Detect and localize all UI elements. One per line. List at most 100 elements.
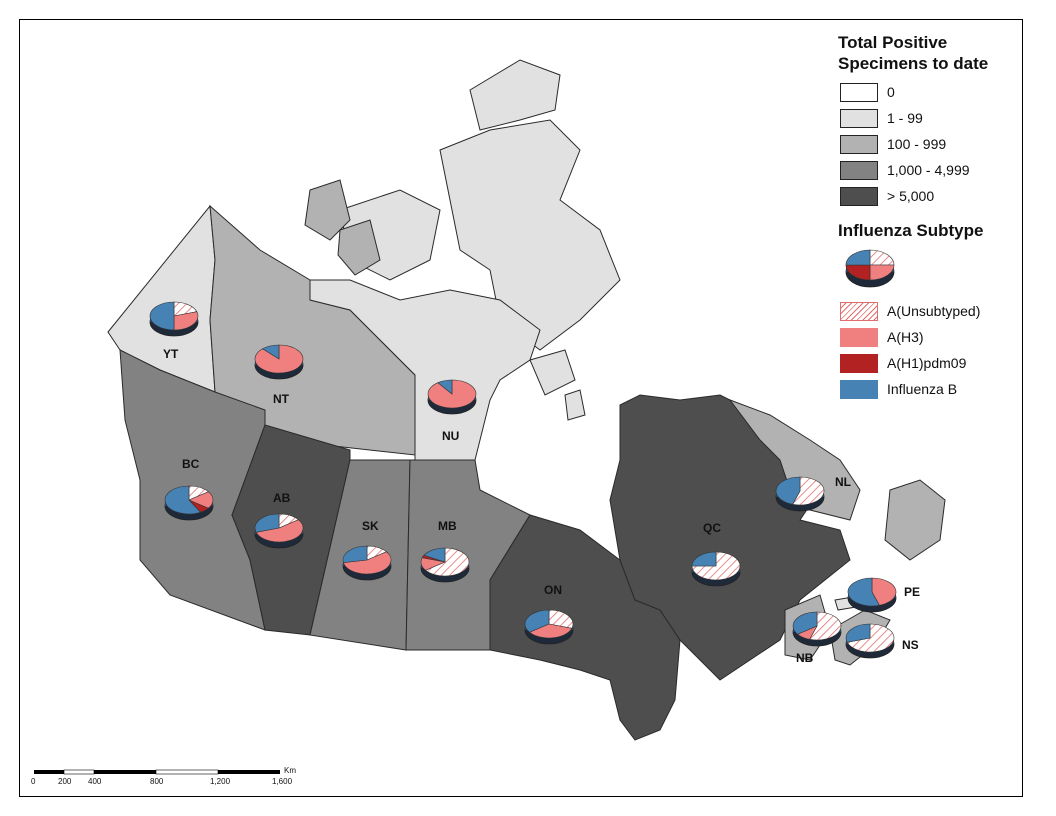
pie-mb-slice-influenza-b: [423, 547, 446, 563]
pie-pe-pie: [847, 577, 897, 613]
pie-yt-slice-influenza-b: [149, 301, 175, 331]
newfoundland-island: [884, 479, 946, 561]
pie-pe-slice-influenza-b: [847, 577, 880, 607]
pie-ab-slice-influenza-b: [254, 513, 280, 533]
legend-subtype-label: A(Unsubtyped): [887, 303, 981, 319]
pie-on-pie: [524, 609, 574, 645]
label-pe: PE: [904, 585, 920, 599]
legend-class-swatch: [840, 135, 878, 154]
scale-tick-400: 400: [88, 777, 102, 786]
legend-class-row: 1,000 - 4,999: [838, 158, 1018, 184]
label-on: ON: [544, 583, 562, 597]
pie-nl-slice-a-unsubtyped: [792, 476, 825, 506]
legend: Total Positive Specimens to date 0 1 - 99…: [838, 32, 1018, 403]
scale-tick-1600: 1,600: [272, 777, 293, 786]
legend-subtype-row: Influenza B: [838, 377, 1018, 403]
pie-bc-pie: [164, 485, 214, 521]
scale-seg: [34, 770, 64, 774]
legend-class-label: 0: [887, 84, 895, 100]
province-labels: YT NT NU BC AB SK MB ON QC NL NB NS PE: [163, 347, 920, 665]
subtype-pies: [149, 301, 897, 659]
legend-class-swatch: [840, 109, 878, 128]
pie-ab-slice-a-h3: [255, 519, 304, 543]
pie-nu-pie: [427, 379, 477, 415]
label-sk: SK: [362, 519, 379, 533]
pie-nu-slice-influenza-b: [437, 379, 453, 395]
scale-seg: [155, 769, 219, 775]
legend-positive-title-line2: Specimens to date: [838, 54, 989, 73]
pie-bc-slice-influenza-b: [164, 485, 202, 515]
pie-mb-pie: [420, 547, 470, 583]
pie-ns-slice-a-unsubtyped: [846, 623, 895, 653]
label-nb: NB: [796, 651, 814, 665]
southampton-island: [529, 349, 576, 396]
label-ns: NS: [902, 638, 919, 652]
legend-subtype-label: A(H3): [887, 329, 924, 345]
legend-subtype-row: A(H1)pdm09: [838, 351, 1018, 377]
pie-nt-pie: [254, 344, 304, 380]
legend-class-row: > 5,000: [838, 184, 1018, 210]
legend-class-row: 0: [838, 80, 1018, 106]
scale-tick-800: 800: [150, 777, 164, 786]
legend-subtype-label: Influenza B: [887, 381, 958, 397]
legend-subtype-list: A(Unsubtyped) A(H3) A(H1)pdm09 Influenza B: [838, 299, 1018, 403]
scale-seg: [94, 770, 156, 774]
legend-slice-a-unsubtyped: [869, 249, 895, 266]
pie-on-slice-a-unsubtyped: [548, 609, 574, 629]
scale-tick-200: 200: [58, 777, 72, 786]
pie-sk-slice-influenza-b: [342, 545, 368, 563]
pie-ab-pie: [254, 513, 304, 549]
pie-nl-slice-influenza-b: [775, 476, 801, 505]
scale-unit: Km: [284, 766, 296, 775]
pie-pe-slice-a-h3: [871, 577, 897, 606]
pie-nb-slice-influenza-b: [792, 611, 818, 635]
pie-ns-pie: [845, 623, 895, 659]
label-qc: QC: [703, 521, 721, 535]
pie-qc-slice-a-unsubtyped: [691, 551, 741, 581]
map-frame: YT NT NU BC AB SK MB ON QC NL NB NS PE 0…: [19, 19, 1023, 797]
legend-subtype-swatch: [840, 328, 878, 347]
baffin-island: [439, 119, 621, 351]
pie-nb-slice-a-unsubtyped: [809, 611, 842, 641]
legend-class-label: 100 - 999: [887, 136, 947, 152]
legend-class-label: 1,000 - 4,999: [887, 162, 970, 178]
arctic-islands: [304, 59, 621, 421]
ellesmere-island: [469, 59, 561, 131]
pie-sk-pie: [342, 545, 392, 581]
pie-sk-slice-a-h3: [343, 551, 392, 575]
legend-subtype-swatch: [840, 302, 878, 321]
pie-qc-slice-influenza-b: [691, 551, 717, 567]
legend-class-row: 1 - 99: [838, 106, 1018, 132]
pie-nb-pie: [792, 611, 842, 647]
legend-subtype-title: Influenza Subtype: [838, 221, 984, 240]
pie-mb-slice-a-unsubtyped: [425, 547, 470, 577]
legend-subtype-swatch: [840, 380, 878, 399]
legend-subtype-row: A(H3): [838, 325, 1018, 351]
label-nu: NU: [442, 429, 459, 443]
province-nl: [728, 398, 861, 521]
pie-yt-slice-a-h3: [173, 311, 199, 331]
legend-subtype-row: A(Unsubtyped): [838, 299, 1018, 325]
scale-bar: 0 200 400 800 1,200 1,600 Km: [31, 766, 296, 786]
legend-class-row: 100 - 999: [838, 132, 1018, 158]
pie-on-slice-a-h3: [529, 623, 573, 639]
pie-nt-slice-influenza-b: [261, 344, 280, 360]
pie-nl-pie: [775, 476, 825, 512]
canada-map: YT NT NU BC AB SK MB ON QC NL NB NS PE 0…: [31, 59, 946, 786]
legend-class-swatch: [840, 83, 878, 102]
legend-pie: [845, 249, 895, 288]
label-nt: NT: [273, 392, 290, 406]
province-nu: [309, 279, 541, 461]
scale-tick-0: 0: [31, 777, 36, 786]
legend-class-swatch: [840, 161, 878, 180]
legend-class-swatch: [840, 187, 878, 206]
legend-positive-title-line1: Total Positive: [838, 33, 948, 52]
pie-ns-slice-influenza-b: [845, 623, 871, 643]
legend-class-list: 0 1 - 99 100 - 999 1,000 - 4,999 > 5,000: [838, 80, 1018, 210]
legend-subtype-swatch: [840, 354, 878, 373]
scale-seg: [63, 769, 95, 775]
province-on: [489, 514, 681, 741]
label-mb: MB: [438, 519, 457, 533]
pie-qc-pie: [691, 551, 741, 587]
legend-pie: [845, 249, 895, 288]
